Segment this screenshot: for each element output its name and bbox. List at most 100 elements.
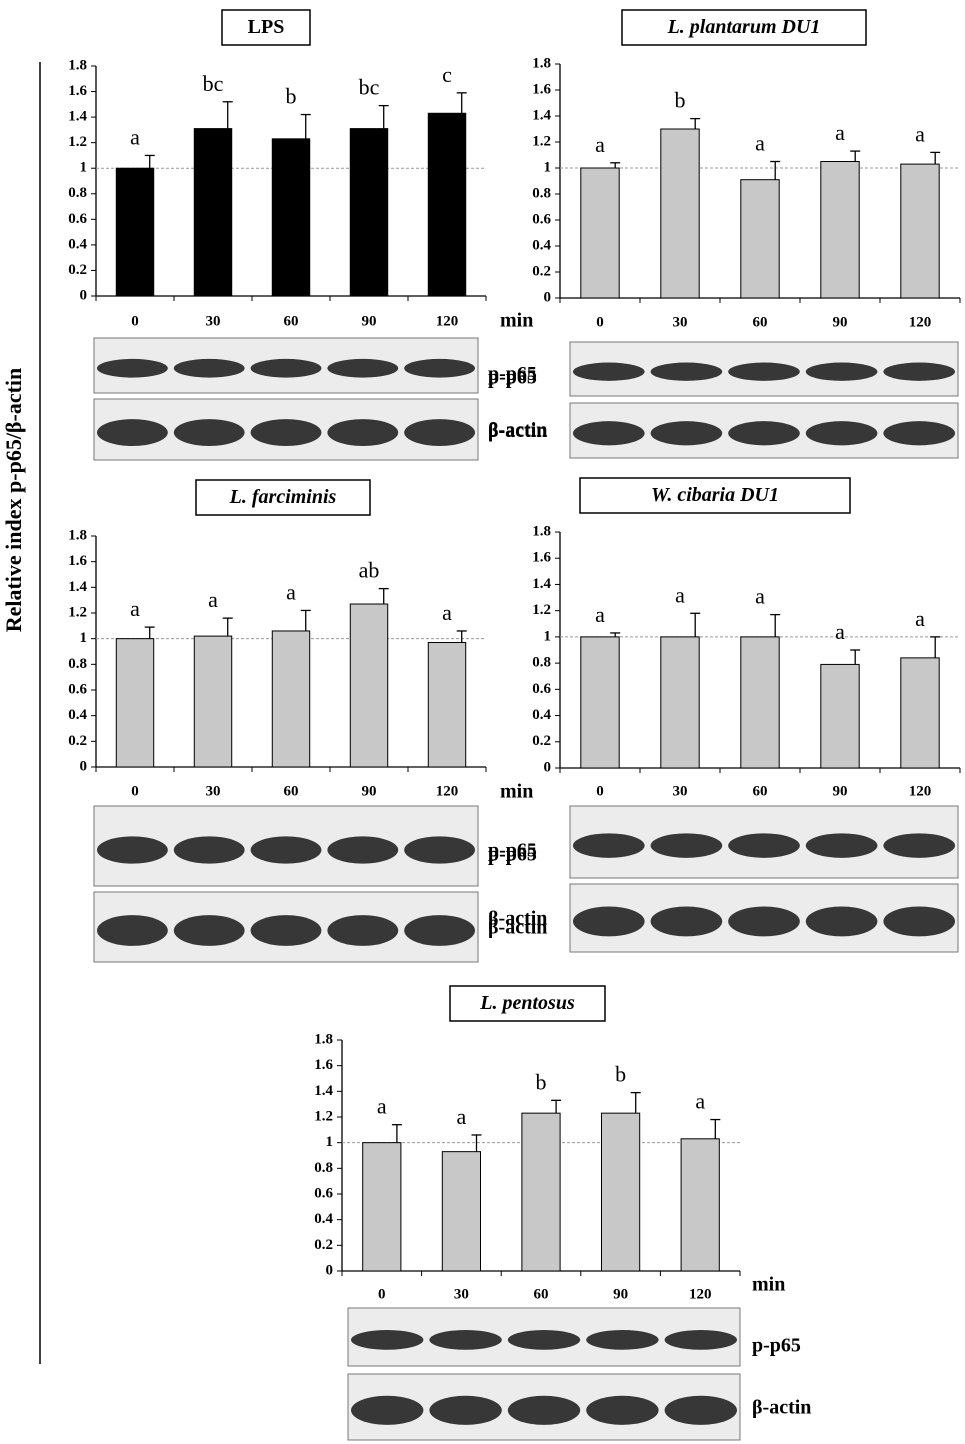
x-tick-label: 120 (436, 313, 459, 329)
blot-band (404, 915, 475, 946)
blot-band (404, 836, 475, 864)
blot-band (805, 362, 878, 381)
bar (600, 1112, 641, 1272)
bar (115, 167, 155, 297)
blot-band (650, 833, 723, 858)
significance-letter: a (457, 1104, 467, 1129)
y-tick-label: 1.6 (68, 553, 87, 569)
blot-band (173, 836, 245, 864)
blot-label: p-p65 (488, 844, 537, 866)
bar (740, 179, 780, 299)
y-tick-label: 1.8 (532, 523, 551, 539)
blot-band (250, 836, 322, 864)
y-tick-label: 0.4 (314, 1211, 333, 1227)
y-tick-label: 1.6 (314, 1057, 333, 1073)
bar (660, 128, 700, 299)
bar (900, 657, 940, 769)
y-tick-label: 1.8 (68, 57, 87, 73)
y-tick-label: 1.4 (532, 576, 551, 592)
y-tick-label: 1 (326, 1134, 334, 1150)
x-tick-label: 120 (689, 1286, 712, 1302)
blot-band (805, 833, 878, 858)
blot-label: β-actin (488, 419, 547, 441)
y-tick-label: 0.2 (532, 263, 551, 279)
significance-letter: a (915, 606, 925, 631)
significance-letter: b (675, 88, 686, 113)
y-tick-label: 0.4 (68, 707, 87, 723)
bar (521, 1112, 561, 1272)
y-tick-label: 0 (80, 758, 88, 774)
blot-label: β-actin (752, 1397, 811, 1419)
bar (820, 161, 860, 299)
y-tick-label: 0 (326, 1262, 334, 1278)
blot-band (173, 915, 245, 946)
x-tick-label: 0 (131, 783, 139, 799)
y-tick-label: 1.2 (68, 134, 87, 150)
x-tick-label: 30 (206, 313, 221, 329)
blot-band (650, 421, 723, 446)
significance-letter: a (208, 587, 218, 612)
x-tick-label: 0 (596, 314, 604, 330)
significance-letter: a (755, 584, 765, 609)
blot-band (351, 1395, 424, 1425)
blot-band (351, 1330, 424, 1350)
y-tick-label: 1.2 (532, 602, 551, 618)
title-box (449, 985, 606, 1022)
y-tick-label: 1.4 (68, 579, 87, 595)
blot-band (327, 836, 399, 864)
blot-band (586, 1330, 659, 1350)
bar (193, 128, 233, 297)
significance-letter: a (130, 596, 140, 621)
x-axis-label: min (752, 1274, 785, 1296)
significance-letter: bc (359, 75, 380, 100)
x-axis-label: min (500, 310, 533, 332)
y-tick-label: 1.4 (314, 1083, 333, 1099)
bar (580, 636, 620, 769)
y-tick-label: 0.2 (314, 1237, 333, 1253)
blot-band (883, 421, 955, 446)
bar (362, 1142, 402, 1272)
blot-band (404, 419, 475, 446)
blot-band (507, 1330, 581, 1350)
significance-letter: a (130, 124, 140, 149)
blot-band (586, 1395, 659, 1425)
blot-band (404, 358, 475, 378)
bar (193, 635, 233, 768)
y-tick-label: 0.8 (314, 1160, 333, 1176)
x-tick-label: 0 (378, 1286, 386, 1302)
bar (271, 630, 311, 768)
x-tick-label: 90 (613, 1286, 628, 1302)
blot-band (805, 906, 878, 937)
panel-title: LPS (248, 16, 285, 38)
blot-band (173, 358, 245, 378)
blot-band (664, 1395, 737, 1425)
blot-band (883, 833, 955, 858)
significance-letter: a (835, 619, 845, 644)
blot-band (250, 358, 322, 378)
panel-title: W. cibaria DU1 (651, 484, 779, 506)
y-tick-label: 0.6 (532, 681, 551, 697)
y-tick-label: 0 (80, 287, 88, 303)
bar (580, 167, 620, 299)
blot-label: p-p65 (488, 840, 537, 862)
blot-band (507, 1395, 581, 1425)
x-tick-label: 120 (436, 783, 459, 799)
blot-band (96, 915, 168, 946)
y-tick-label: 1 (80, 630, 88, 646)
blot-band (650, 906, 723, 937)
y-tick-label: 0.2 (68, 262, 87, 278)
x-tick-label: 30 (454, 1286, 469, 1302)
blot-band (573, 906, 645, 937)
significance-letter: a (675, 582, 685, 607)
significance-letter: b (286, 84, 297, 109)
blot-band (728, 421, 800, 446)
y-tick-label: 1.2 (314, 1108, 333, 1124)
y-tick-label: 0.8 (532, 655, 551, 671)
blot-band (650, 362, 723, 381)
panel-title: L. pentosus (479, 992, 575, 1014)
y-tick-label: 1.2 (532, 133, 551, 149)
blot-label: β-actin (488, 917, 547, 939)
bar (271, 138, 311, 297)
y-tick-label: 1.4 (532, 107, 551, 123)
